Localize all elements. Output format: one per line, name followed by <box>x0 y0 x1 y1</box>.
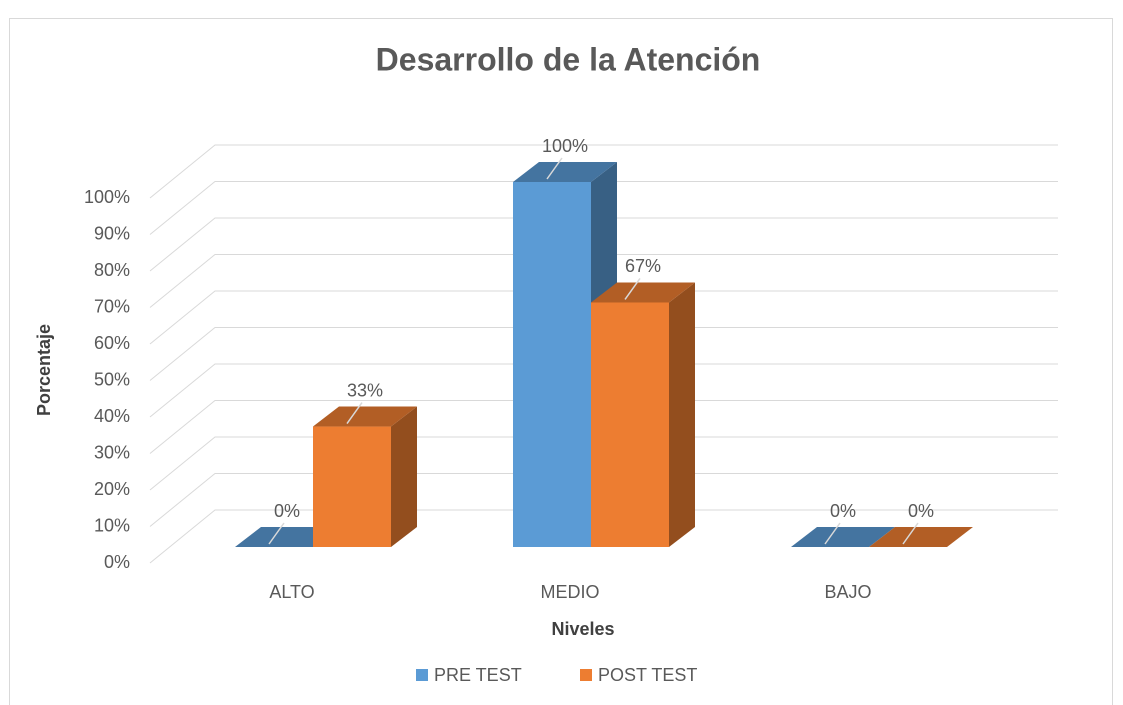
label-leader <box>824 522 841 545</box>
bar-front <box>313 426 391 547</box>
data-label: 67% <box>625 256 661 276</box>
bar-top <box>791 527 895 547</box>
grid-line <box>149 254 1058 308</box>
bar-front <box>513 182 591 547</box>
y-axis-title: Porcentaje <box>34 324 54 416</box>
y-tick-label: 30% <box>94 442 130 462</box>
data-label: 0% <box>830 501 856 521</box>
data-label: 0% <box>274 501 300 521</box>
x-axis-title: Niveles <box>551 619 614 639</box>
grid-line <box>149 181 1058 235</box>
x-tick-label: MEDIO <box>540 582 599 602</box>
data-label: 33% <box>347 380 383 400</box>
grid-line <box>149 327 1058 381</box>
y-tick-label: 100% <box>84 187 130 207</box>
chart-title: Desarrollo de la Atención <box>376 41 761 77</box>
bar-side <box>669 282 695 547</box>
label-leader <box>268 522 285 545</box>
label-leader <box>902 522 919 545</box>
y-tick-label: 20% <box>94 479 130 499</box>
x-tick-label: ALTO <box>269 582 314 602</box>
label-leader <box>624 278 641 300</box>
bar-top <box>313 406 417 427</box>
y-tick-label: 90% <box>94 223 130 243</box>
label-leader <box>546 157 563 180</box>
bar-front <box>591 302 669 547</box>
y-tick-label: 40% <box>94 406 130 426</box>
legend-label: PRE TEST <box>434 665 522 685</box>
grid-line <box>149 290 1058 345</box>
chart-border <box>9 18 1113 705</box>
label-leader <box>346 402 363 424</box>
y-tick-label: 70% <box>94 296 130 316</box>
data-label: 100% <box>542 136 588 156</box>
bar-top <box>869 527 973 547</box>
y-tick-label: 50% <box>94 369 130 389</box>
y-tick-label: 80% <box>94 260 130 280</box>
bar-top <box>513 162 617 182</box>
grid-line <box>149 473 1058 527</box>
grid-line <box>149 144 1058 199</box>
data-label: 0% <box>908 501 934 521</box>
y-tick-label: 10% <box>94 515 130 535</box>
legend-swatch <box>416 669 428 681</box>
grid-line <box>149 363 1058 418</box>
grid-line <box>149 217 1058 272</box>
grid-line <box>149 400 1058 454</box>
bar-side <box>391 406 417 547</box>
y-tick-label: 60% <box>94 333 130 353</box>
legend-label: POST TEST <box>598 665 697 685</box>
y-tick-label: 0% <box>104 552 130 572</box>
grid-line <box>149 509 1058 564</box>
legend-swatch <box>580 669 592 681</box>
grid-line <box>149 436 1058 491</box>
x-tick-label: BAJO <box>824 582 871 602</box>
bar-top <box>591 282 695 303</box>
